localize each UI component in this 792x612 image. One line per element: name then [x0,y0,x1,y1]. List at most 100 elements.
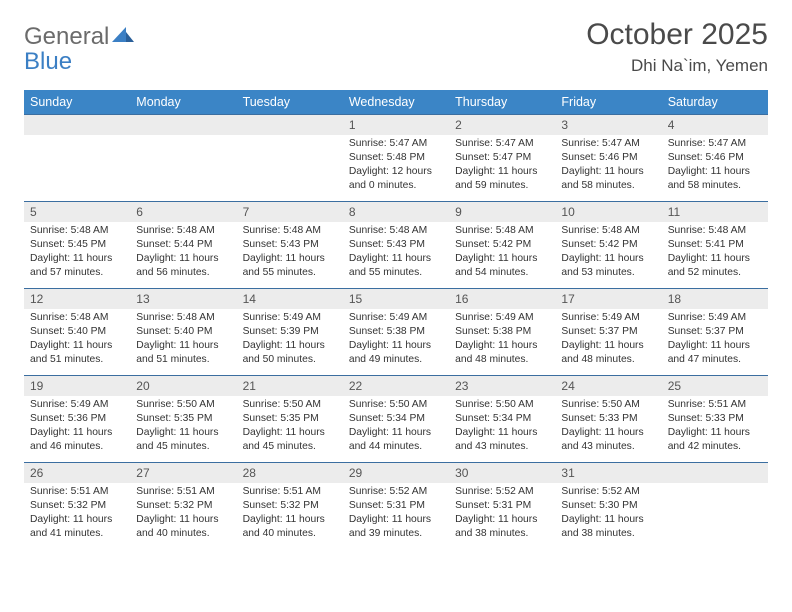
day-info: Sunrise: 5:47 AMSunset: 5:47 PMDaylight:… [449,135,555,195]
weekday-header: Tuesday [237,90,343,115]
day-info: Sunrise: 5:52 AMSunset: 5:31 PMDaylight:… [449,483,555,543]
calendar-day-cell: 30Sunrise: 5:52 AMSunset: 5:31 PMDayligh… [449,463,555,550]
calendar-day-cell: 12Sunrise: 5:48 AMSunset: 5:40 PMDayligh… [24,289,130,376]
day-number: 2 [449,115,555,135]
title-block: October 2025 Dhi Na`im, Yemen [586,18,768,76]
logo-text-gray: General [24,23,109,50]
day-info: Sunrise: 5:48 AMSunset: 5:42 PMDaylight:… [555,222,661,282]
calendar-day-cell: 4Sunrise: 5:47 AMSunset: 5:46 PMDaylight… [662,115,768,202]
weekday-header: Thursday [449,90,555,115]
calendar-day-cell: 10Sunrise: 5:48 AMSunset: 5:42 PMDayligh… [555,202,661,289]
day-number-empty [130,115,236,135]
calendar-day-cell: 11Sunrise: 5:48 AMSunset: 5:41 PMDayligh… [662,202,768,289]
month-title: October 2025 [586,18,768,52]
logo: GeneralBlue [24,24,134,74]
calendar-day-cell: 8Sunrise: 5:48 AMSunset: 5:43 PMDaylight… [343,202,449,289]
day-info: Sunrise: 5:52 AMSunset: 5:30 PMDaylight:… [555,483,661,543]
calendar-day-cell: 23Sunrise: 5:50 AMSunset: 5:34 PMDayligh… [449,376,555,463]
day-info: Sunrise: 5:48 AMSunset: 5:43 PMDaylight:… [343,222,449,282]
calendar-day-cell: 2Sunrise: 5:47 AMSunset: 5:47 PMDaylight… [449,115,555,202]
location: Dhi Na`im, Yemen [586,56,768,76]
calendar-day-cell: 3Sunrise: 5:47 AMSunset: 5:46 PMDaylight… [555,115,661,202]
day-number: 9 [449,202,555,222]
calendar-day-cell [130,115,236,202]
day-number: 10 [555,202,661,222]
day-info: Sunrise: 5:49 AMSunset: 5:38 PMDaylight:… [449,309,555,369]
calendar-day-cell: 16Sunrise: 5:49 AMSunset: 5:38 PMDayligh… [449,289,555,376]
day-number: 16 [449,289,555,309]
calendar-day-cell: 14Sunrise: 5:49 AMSunset: 5:39 PMDayligh… [237,289,343,376]
day-number: 19 [24,376,130,396]
day-number: 25 [662,376,768,396]
day-info: Sunrise: 5:47 AMSunset: 5:46 PMDaylight:… [555,135,661,195]
calendar-day-cell: 7Sunrise: 5:48 AMSunset: 5:43 PMDaylight… [237,202,343,289]
day-number: 8 [343,202,449,222]
day-number: 4 [662,115,768,135]
day-info: Sunrise: 5:47 AMSunset: 5:48 PMDaylight:… [343,135,449,195]
day-info: Sunrise: 5:52 AMSunset: 5:31 PMDaylight:… [343,483,449,543]
weekday-header: Friday [555,90,661,115]
day-info: Sunrise: 5:49 AMSunset: 5:39 PMDaylight:… [237,309,343,369]
day-number: 30 [449,463,555,483]
day-number-empty [237,115,343,135]
day-number-empty [24,115,130,135]
day-number: 28 [237,463,343,483]
calendar-day-cell: 19Sunrise: 5:49 AMSunset: 5:36 PMDayligh… [24,376,130,463]
calendar-day-cell: 28Sunrise: 5:51 AMSunset: 5:32 PMDayligh… [237,463,343,550]
calendar-day-cell [24,115,130,202]
calendar-day-cell [662,463,768,550]
calendar-week-row: 12Sunrise: 5:48 AMSunset: 5:40 PMDayligh… [24,289,768,376]
day-info: Sunrise: 5:48 AMSunset: 5:44 PMDaylight:… [130,222,236,282]
day-number: 3 [555,115,661,135]
calendar-day-cell: 20Sunrise: 5:50 AMSunset: 5:35 PMDayligh… [130,376,236,463]
logo-text-blue: Blue [24,48,72,75]
day-info: Sunrise: 5:49 AMSunset: 5:36 PMDaylight:… [24,396,130,456]
calendar-day-cell: 25Sunrise: 5:51 AMSunset: 5:33 PMDayligh… [662,376,768,463]
calendar-day-cell: 21Sunrise: 5:50 AMSunset: 5:35 PMDayligh… [237,376,343,463]
day-number: 29 [343,463,449,483]
day-info: Sunrise: 5:50 AMSunset: 5:35 PMDaylight:… [237,396,343,456]
calendar-day-cell: 17Sunrise: 5:49 AMSunset: 5:37 PMDayligh… [555,289,661,376]
calendar-table: SundayMondayTuesdayWednesdayThursdayFrid… [24,90,768,550]
calendar-day-cell: 13Sunrise: 5:48 AMSunset: 5:40 PMDayligh… [130,289,236,376]
day-info: Sunrise: 5:47 AMSunset: 5:46 PMDaylight:… [662,135,768,195]
day-number: 20 [130,376,236,396]
calendar-week-row: 5Sunrise: 5:48 AMSunset: 5:45 PMDaylight… [24,202,768,289]
day-info: Sunrise: 5:48 AMSunset: 5:41 PMDaylight:… [662,222,768,282]
day-info: Sunrise: 5:51 AMSunset: 5:33 PMDaylight:… [662,396,768,456]
calendar-day-cell [237,115,343,202]
calendar-day-cell: 26Sunrise: 5:51 AMSunset: 5:32 PMDayligh… [24,463,130,550]
day-number: 27 [130,463,236,483]
day-number: 6 [130,202,236,222]
day-number: 22 [343,376,449,396]
calendar-day-cell: 15Sunrise: 5:49 AMSunset: 5:38 PMDayligh… [343,289,449,376]
day-number: 1 [343,115,449,135]
calendar-day-cell: 22Sunrise: 5:50 AMSunset: 5:34 PMDayligh… [343,376,449,463]
calendar-header-row: SundayMondayTuesdayWednesdayThursdayFrid… [24,90,768,115]
calendar-day-cell: 9Sunrise: 5:48 AMSunset: 5:42 PMDaylight… [449,202,555,289]
day-number: 5 [24,202,130,222]
day-info: Sunrise: 5:51 AMSunset: 5:32 PMDaylight:… [237,483,343,543]
day-info: Sunrise: 5:50 AMSunset: 5:34 PMDaylight:… [343,396,449,456]
day-info: Sunrise: 5:51 AMSunset: 5:32 PMDaylight:… [24,483,130,543]
day-info: Sunrise: 5:49 AMSunset: 5:37 PMDaylight:… [662,309,768,369]
calendar-day-cell: 31Sunrise: 5:52 AMSunset: 5:30 PMDayligh… [555,463,661,550]
calendar-day-cell: 18Sunrise: 5:49 AMSunset: 5:37 PMDayligh… [662,289,768,376]
day-info: Sunrise: 5:48 AMSunset: 5:40 PMDaylight:… [24,309,130,369]
calendar-day-cell: 29Sunrise: 5:52 AMSunset: 5:31 PMDayligh… [343,463,449,550]
day-number: 26 [24,463,130,483]
calendar-day-cell: 24Sunrise: 5:50 AMSunset: 5:33 PMDayligh… [555,376,661,463]
day-number: 7 [237,202,343,222]
day-info: Sunrise: 5:51 AMSunset: 5:32 PMDaylight:… [130,483,236,543]
weekday-header: Wednesday [343,90,449,115]
day-info: Sunrise: 5:50 AMSunset: 5:33 PMDaylight:… [555,396,661,456]
day-info: Sunrise: 5:50 AMSunset: 5:35 PMDaylight:… [130,396,236,456]
day-number: 24 [555,376,661,396]
weekday-header: Sunday [24,90,130,115]
day-number: 12 [24,289,130,309]
calendar-week-row: 19Sunrise: 5:49 AMSunset: 5:36 PMDayligh… [24,376,768,463]
calendar-week-row: 1Sunrise: 5:47 AMSunset: 5:48 PMDaylight… [24,115,768,202]
day-info: Sunrise: 5:48 AMSunset: 5:43 PMDaylight:… [237,222,343,282]
day-number-empty [662,463,768,483]
calendar-day-cell: 6Sunrise: 5:48 AMSunset: 5:44 PMDaylight… [130,202,236,289]
